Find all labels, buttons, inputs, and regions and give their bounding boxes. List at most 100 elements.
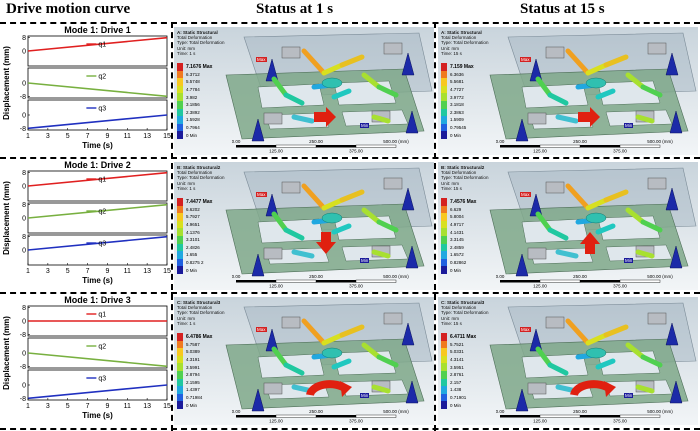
scale-bar: 0.00 250.00 500.00 (mm) 125.00 375.00 — [496, 139, 686, 153]
fea-panel: A: Static Structural Total Deformation Typ… — [438, 27, 698, 155]
legend-swatch — [177, 70, 183, 79]
result-info: C: Static Structural3 Total Deformation Ty… — [177, 300, 224, 326]
info-name: B: Static Structural2 — [441, 165, 485, 170]
legend-row: 3.9772 — [441, 93, 474, 101]
y-tick-label: -8 — [20, 364, 26, 371]
legend-value: 4.3191 — [186, 357, 200, 363]
contour-legend: 7.1676 Max 6.3712 5.5748 4.7784 3.982 3.1856 2… — [177, 63, 212, 139]
legend-row: 4.7784 — [177, 85, 212, 94]
legend-swatch — [177, 251, 183, 259]
scale-bar-graphic: 0.00 250.00 500.00 (mm) 125.00 375.00 — [496, 139, 673, 153]
legend-swatch — [177, 198, 183, 206]
legend-value: 5.0389 — [186, 349, 200, 355]
legend-row: 2.3892 — [177, 108, 212, 117]
scale-bar: 0.00 250.00 500.00 (mm) 125.00 375.00 — [496, 409, 686, 423]
legend-swatch — [177, 123, 183, 132]
legend-swatch — [441, 205, 447, 214]
result-info: A: Static Structural Total Deformation Typ… — [177, 30, 224, 56]
legend-swatch — [441, 378, 447, 387]
legend-row: 6.4786 Max — [177, 333, 212, 341]
legend-swatch — [177, 401, 183, 409]
max-tag: Max — [520, 327, 531, 332]
legend-value: 4.7727 — [450, 87, 464, 93]
x-tick-label: 15 — [163, 133, 171, 140]
legend-row: 1.4397 — [177, 386, 212, 394]
legend-row: 0.8275 2 — [177, 258, 212, 267]
contour-legend: 6.4786 Max 5.7587 5.0389 4.3191 3.5991 2.8794… — [177, 333, 212, 409]
scale-label: 250.00 — [573, 274, 587, 279]
y-tick-label: 0 — [22, 184, 26, 191]
legend-row: 6.3636 — [441, 70, 474, 79]
drive-plot-title: Mode 1: Drive 3 — [64, 295, 131, 305]
legend-row: 7.4477 Max — [177, 198, 212, 206]
scale-label: 375.00 — [613, 419, 627, 424]
scale-bar-graphic: 0.00 250.00 500.00 (mm) 125.00 375.00 — [232, 139, 409, 153]
legend-row: 1.655 — [177, 251, 212, 259]
legend-value: 0.82862 — [450, 260, 467, 266]
info-type2: Type: Total Deformation — [441, 310, 489, 316]
y-axis-label: Displacement (mm) — [2, 181, 11, 255]
legend-value: 0 Min — [186, 402, 198, 408]
legend-swatch — [441, 108, 447, 117]
scale-bar: 0.00 250.00 500.00 (mm) 125.00 375.00 — [232, 409, 422, 423]
contour-legend: 7.4576 Max 6.629 5.8004 4.9717 4.1431 3.3145 2… — [441, 198, 476, 274]
min-tag: Min — [360, 393, 370, 398]
fea-panel: C: Static Structural3 Total Deformation Ty… — [174, 297, 434, 425]
x-tick-label: 3 — [46, 133, 50, 140]
legend-row: 0.82862 — [441, 258, 476, 267]
legend-value: 3.9772 — [450, 94, 464, 100]
legend-swatch — [441, 258, 447, 267]
legend-value: 3.982 — [186, 94, 198, 100]
scale-bar-graphic: 0.00 250.00 500.00 (mm) 125.00 375.00 — [496, 274, 673, 288]
scale-label: 0.00 — [232, 274, 241, 279]
legend-value: 7.1676 Max — [186, 63, 213, 70]
series-line-q3 — [27, 114, 168, 130]
y-tick-label: 0 — [22, 216, 26, 223]
motion-arrow-icon — [316, 232, 336, 254]
legend-row: 1.5909 — [441, 116, 474, 124]
legend-row: 2.8794 — [177, 370, 212, 379]
x-tick-label: 1 — [26, 268, 30, 275]
legend-swatch — [177, 78, 183, 86]
legend-swatch — [441, 401, 447, 409]
legend-value: 1.5928 — [186, 117, 200, 123]
drive-plot-2: Mode 1: Drive 2 8 0 q1 8 0 q2 8 0 q3 1 3 5 7 9 11 13 15 Ti… — [0, 160, 172, 290]
x-axis-label: Time (s) — [82, 411, 113, 420]
info-type2: Type: Total Deformation — [177, 40, 225, 46]
info-name: C: Static Structural3 — [177, 300, 221, 305]
legend-swatch — [441, 235, 447, 244]
x-tick-label: 15 — [163, 268, 171, 275]
legend-value: 4.9651 — [186, 222, 200, 228]
legend-swatch — [177, 108, 183, 117]
legend-row: 4.1376 — [177, 228, 212, 236]
legend-value: 3.3101 — [186, 237, 200, 243]
legend-value: 5.8004 — [450, 214, 464, 220]
result-info: C: Static Structural3 Total Deformation Ty… — [441, 300, 488, 326]
legend-swatch — [441, 251, 447, 259]
legend-label-q1: q1 — [98, 42, 106, 49]
legend-row: 0.71901 — [441, 393, 476, 402]
legend-value: 2.157 — [450, 379, 462, 385]
legend-value: 3.1856 — [186, 102, 200, 108]
info-name: B: Static Structural2 — [177, 165, 221, 170]
legend-value: 5.7521 — [450, 341, 464, 347]
scale-bar-graphic: 0.00 250.00 500.00 (mm) 125.00 375.00 — [496, 409, 673, 424]
legend-value: 4.7784 — [186, 87, 200, 93]
legend-row: 0.7964 — [177, 123, 212, 132]
divider-col2 — [434, 22, 436, 431]
legend-label-q2: q2 — [98, 209, 106, 216]
legend-value: 0.71901 — [450, 395, 467, 401]
motion-arrow-icon — [306, 380, 352, 397]
legend-row: 2.157 — [441, 378, 476, 387]
scale-label: 500.00 (mm) — [383, 139, 409, 144]
legend-row: 4.7727 — [441, 85, 474, 94]
scale-label: 250.00 — [309, 409, 323, 414]
x-axis-label: Time (s) — [82, 276, 113, 285]
scale-label: 125.00 — [269, 419, 283, 424]
header-status-1s: Status at 1 s — [256, 1, 334, 17]
drive-plot-title: Mode 1: Drive 1 — [64, 25, 131, 35]
header-drive-motion-curve: Drive motion curve — [6, 1, 131, 17]
y-axis-label: Displacement (mm) — [2, 46, 11, 120]
legend-value: 2.4859 — [450, 244, 464, 250]
x-tick-label: 11 — [124, 403, 131, 410]
